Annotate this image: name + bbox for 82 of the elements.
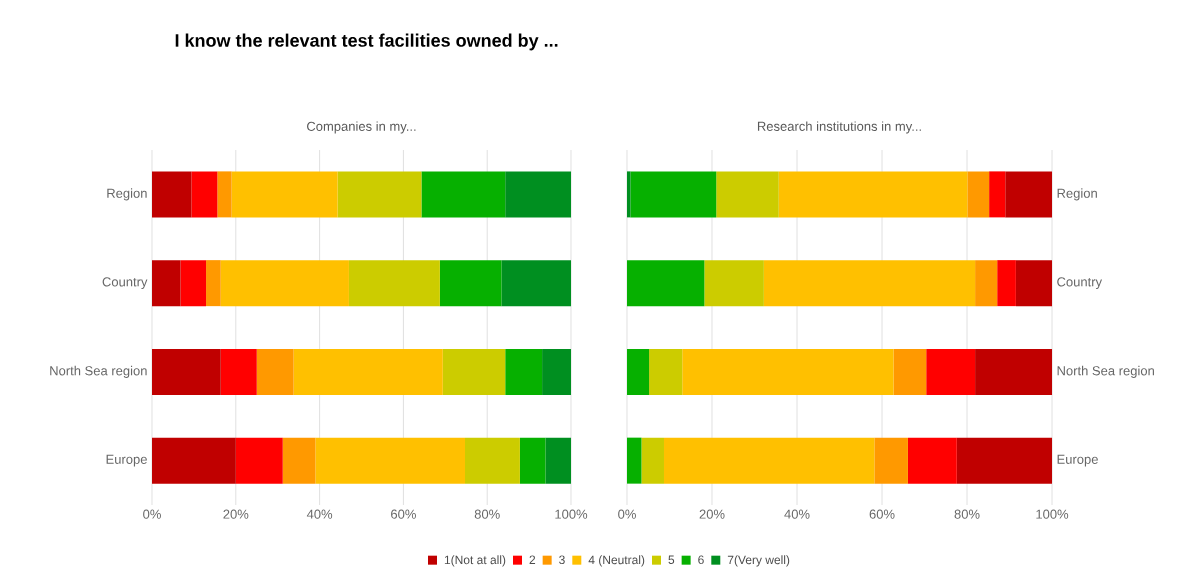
x-tick-label: 0% bbox=[618, 509, 636, 519]
chart-title: Companies in my... bbox=[307, 121, 416, 134]
bar bbox=[630, 171, 717, 218]
bar bbox=[256, 348, 294, 395]
legend-label: 4 (Neutral) bbox=[588, 555, 645, 567]
bar bbox=[778, 171, 968, 218]
x-tick-label: 80% bbox=[474, 509, 500, 519]
legend-label: 1(Not at all) bbox=[444, 555, 506, 567]
y-tick-label: Europe bbox=[106, 454, 147, 467]
bar bbox=[206, 260, 221, 307]
bar bbox=[439, 260, 502, 307]
y-tick-label: Country bbox=[102, 277, 148, 290]
bar bbox=[663, 437, 875, 484]
bar bbox=[348, 260, 440, 307]
bar bbox=[501, 260, 572, 307]
x-tick-label: 100% bbox=[555, 509, 588, 519]
bar bbox=[220, 348, 257, 395]
bar bbox=[282, 437, 316, 484]
legend-label: 3 bbox=[559, 555, 565, 565]
bar bbox=[293, 348, 443, 395]
y-tick-label: Country bbox=[1057, 277, 1103, 290]
bar bbox=[926, 348, 976, 395]
text: I know the relevant test facilities owned by ... bbox=[175, 33, 558, 51]
y-tick-label: Region bbox=[1057, 188, 1097, 201]
bar bbox=[716, 171, 779, 218]
bar bbox=[421, 171, 506, 218]
x-tick-label: 60% bbox=[391, 509, 416, 519]
chart-title: Research institutions in my... bbox=[757, 121, 921, 134]
bar bbox=[997, 260, 1016, 307]
bar bbox=[975, 348, 1053, 395]
bar bbox=[649, 348, 683, 395]
bar bbox=[152, 348, 221, 395]
bar bbox=[235, 437, 283, 484]
x-tick-label: 40% bbox=[784, 509, 810, 519]
y-tick-label: Europe bbox=[1057, 454, 1098, 467]
bar bbox=[465, 437, 520, 484]
bar bbox=[641, 437, 664, 484]
bar bbox=[191, 171, 218, 218]
bar bbox=[1005, 171, 1053, 218]
bar bbox=[442, 348, 506, 395]
x-tick-label: 100% bbox=[1036, 509, 1069, 519]
bar bbox=[907, 437, 957, 484]
bar bbox=[519, 437, 546, 484]
bar bbox=[217, 171, 232, 218]
bar bbox=[627, 437, 642, 484]
y-tick-label: North Sea region bbox=[50, 365, 147, 378]
legend-label: 5 bbox=[668, 555, 675, 564]
bar bbox=[1015, 260, 1053, 307]
bar bbox=[152, 437, 236, 484]
legend-label: 6 bbox=[698, 555, 704, 565]
x-tick-label: 0% bbox=[143, 509, 161, 519]
legend-label: 2 bbox=[529, 555, 536, 564]
bar bbox=[956, 437, 1053, 484]
bar bbox=[152, 171, 192, 218]
bar bbox=[505, 171, 572, 218]
x-tick-label: 60% bbox=[869, 509, 895, 519]
bar bbox=[893, 348, 927, 395]
legend-label: 7(Very well) bbox=[727, 555, 790, 567]
bar bbox=[682, 348, 894, 395]
bar bbox=[337, 171, 422, 218]
bar bbox=[704, 260, 764, 307]
bar bbox=[975, 260, 998, 307]
y-tick-label: Region bbox=[107, 188, 147, 201]
bar bbox=[220, 260, 349, 307]
bar bbox=[545, 437, 572, 484]
bar bbox=[874, 437, 908, 484]
bar bbox=[152, 260, 181, 307]
bar bbox=[505, 348, 543, 395]
bar bbox=[627, 348, 650, 395]
bar bbox=[542, 348, 572, 395]
y-tick-label: North Sea region bbox=[1057, 365, 1154, 378]
bar bbox=[763, 260, 976, 307]
bar bbox=[180, 260, 207, 307]
bar bbox=[315, 437, 465, 484]
x-tick-label: 20% bbox=[699, 509, 725, 519]
bar bbox=[627, 260, 705, 307]
x-tick-label: 20% bbox=[223, 509, 249, 519]
bar bbox=[967, 171, 990, 218]
x-tick-label: 40% bbox=[306, 509, 333, 519]
x-tick-label: 80% bbox=[954, 509, 980, 519]
bar bbox=[231, 171, 338, 218]
bar bbox=[989, 171, 1006, 218]
